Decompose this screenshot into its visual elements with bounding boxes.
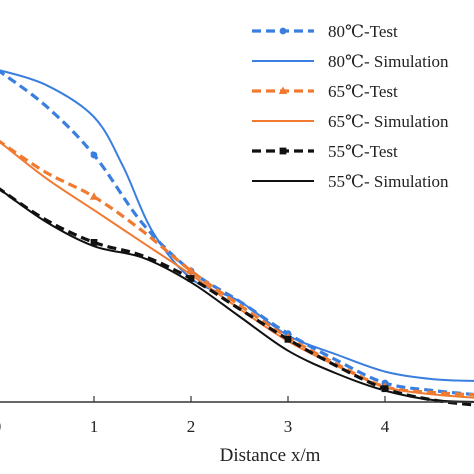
legend-marker-55c-test	[279, 147, 287, 155]
series-line-65c-test	[0, 139, 474, 397]
legend-label-65c-simulation: 65℃- Simulation	[328, 112, 449, 131]
data-point-55c-test	[381, 385, 389, 393]
axes-group: 0 1 2 3 4 Distance x/m	[0, 396, 474, 466]
legend-label-65c-test: 65℃-Test	[328, 82, 398, 101]
data-point-55c-test	[187, 275, 195, 282]
data-point-55c-test	[284, 335, 292, 343]
series-line-55c-simulation	[0, 188, 474, 403]
legend-label-80c-test: 80℃-Test	[328, 22, 398, 41]
legend-marker-65c-test	[278, 86, 288, 94]
x-tick-label: 0	[0, 417, 1, 436]
x-tick-label: 4	[381, 417, 390, 436]
legend: 80℃-Test 80℃- Simulation 65℃-Test 65℃- Simu…	[252, 22, 449, 191]
legend-marker-80c-test	[279, 27, 287, 35]
data-point-55c-test	[90, 239, 98, 246]
data-point-65c-test	[89, 192, 99, 200]
legend-label-55c-test: 55℃-Test	[328, 142, 398, 161]
series-line-55c-test	[0, 187, 474, 407]
x-axis-label: Distance x/m	[220, 445, 321, 466]
x-tick-label: 3	[284, 417, 293, 436]
legend-label-80c-simulation: 80℃- Simulation	[328, 52, 449, 71]
data-point-65c-test	[186, 266, 196, 274]
x-tick-label: 1	[90, 417, 99, 436]
legend-label-55c-simulation: 55℃- Simulation	[328, 172, 449, 191]
data-point-80c-test	[90, 151, 98, 159]
plot-series-group	[0, 69, 474, 407]
x-tick-label: 2	[187, 417, 196, 436]
